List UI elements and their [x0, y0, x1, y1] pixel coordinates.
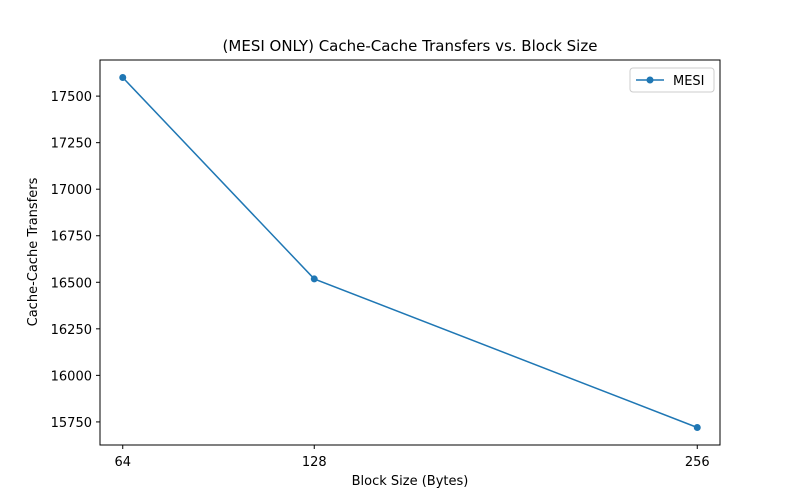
data-point — [310, 275, 318, 283]
x-axis-label: Block Size (Bytes) — [352, 474, 469, 489]
x-tick-label: 128 — [302, 455, 327, 470]
plot-area — [99, 59, 721, 446]
y-tick-label: 17250 — [51, 137, 92, 152]
y-tick-label: 17500 — [51, 90, 92, 105]
legend: MESI — [629, 67, 715, 93]
x-tick-label: 64 — [114, 455, 131, 470]
data-point — [119, 74, 127, 81]
y-tick-label: 16000 — [51, 369, 92, 384]
data-point — [693, 424, 701, 431]
x-axis: 64 128 256 — [114, 445, 710, 470]
y-tick-label: 15750 — [51, 416, 92, 431]
series-layer — [119, 74, 701, 431]
y-tick-label: 16500 — [51, 276, 92, 291]
y-axis-label: Cache-Cache Transfers — [26, 177, 41, 326]
y-tick-label: 16750 — [51, 230, 92, 245]
y-tick-label: 17000 — [51, 183, 92, 198]
y-tick-label: 16250 — [51, 323, 92, 338]
y-axis: 15750 16000 16250 16500 16750 17000 17250 17500 — [51, 90, 100, 431]
legend-box — [629, 67, 715, 93]
chart-title: (MESI ONLY) Cache-Cache Transfers vs. Bl… — [223, 37, 598, 55]
legend-marker-mesi — [646, 76, 654, 84]
legend-label-mesi: MESI — [673, 74, 705, 89]
x-tick-label: 256 — [685, 455, 710, 470]
